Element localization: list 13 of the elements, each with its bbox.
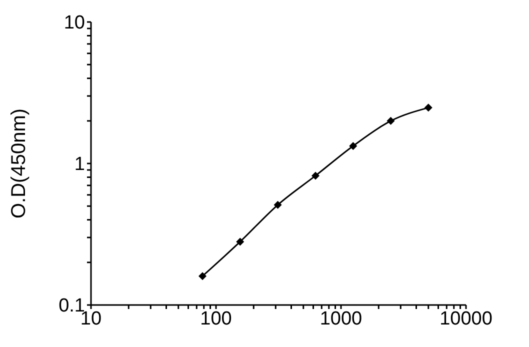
y-tick-label: 10 [64, 12, 85, 34]
point [274, 200, 282, 209]
point [349, 142, 358, 150]
point [198, 272, 207, 280]
point [236, 238, 244, 246]
x-tick-label: 100 [200, 308, 232, 330]
x-tick-label: 1000 [320, 308, 362, 330]
point [386, 116, 395, 125]
y-axis-title: O.D(450nm) [8, 108, 30, 219]
point [311, 172, 320, 180]
x-tick-label: 10000 [440, 308, 492, 330]
point [424, 104, 432, 112]
y-tick-label: 1 [74, 154, 85, 176]
